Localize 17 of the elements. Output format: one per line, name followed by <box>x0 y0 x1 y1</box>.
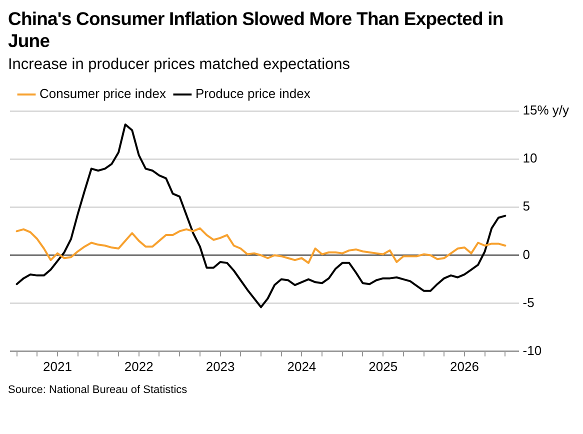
y-tick-label: 0 <box>522 246 530 262</box>
x-tick-label: 2025 <box>368 358 398 374</box>
source-note: Source: National Bureau of Statistics <box>8 384 188 396</box>
legend-label: Produce price index <box>195 86 311 102</box>
y-tick-label: 10 <box>522 150 538 166</box>
x-tick-label: 2026 <box>450 358 479 374</box>
y-tick-label: 15% y/y <box>522 102 570 118</box>
y-tick-label: -5 <box>522 294 534 310</box>
y-tick-label: 5 <box>522 198 530 214</box>
x-tick-label: 2022 <box>124 358 154 374</box>
legend-label: Consumer price index <box>40 86 166 102</box>
y-tick-label: -10 <box>522 342 542 358</box>
chart-subtitle: Increase in producer prices matched expectations <box>8 55 352 75</box>
x-tick-label: 2023 <box>206 358 235 374</box>
x-tick-label: 2024 <box>287 358 316 374</box>
chart-title: China's Consumer Inflation Slowed More Than Expected in June <box>8 8 504 52</box>
x-tick-label: 2021 <box>43 358 72 374</box>
